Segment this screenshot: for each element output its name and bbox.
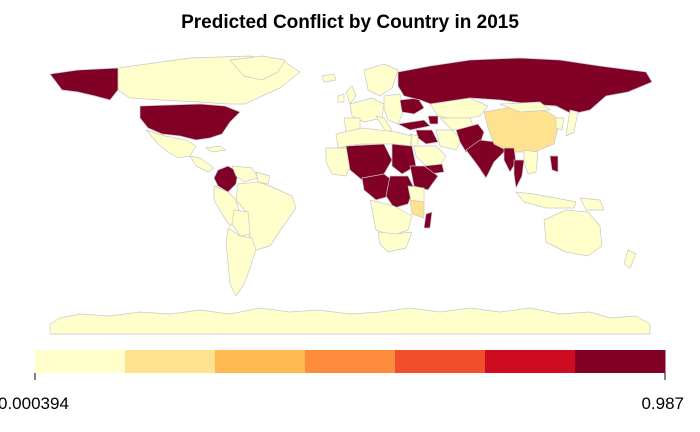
legend-swatch-4 — [305, 350, 396, 373]
region-argentina-chile — [225, 227, 257, 297]
region-horn-of-africa — [409, 165, 439, 191]
legend-swatch-5 — [395, 350, 486, 373]
region-dr-congo — [385, 175, 415, 209]
region-korea — [555, 117, 565, 131]
region-new-zealand — [623, 249, 637, 269]
legend-color-bar — [35, 350, 666, 373]
region-cuba — [205, 145, 227, 153]
map-title: Predicted Conflict by Country in 2015 — [181, 12, 519, 33]
region-indonesia — [515, 191, 577, 209]
region-colombia — [213, 165, 239, 193]
region-southern-africa — [369, 199, 413, 237]
region-alaska — [49, 67, 119, 101]
legend-swatch-6 — [485, 350, 576, 373]
region-saudi-arabia — [413, 145, 447, 167]
region-myanmar — [503, 147, 517, 173]
region-united-states — [139, 103, 241, 141]
region-caucasus — [427, 115, 439, 125]
region-guiana — [255, 171, 271, 185]
region-italy — [375, 115, 393, 133]
legend-swatch-1 — [35, 350, 126, 373]
region-turkey — [397, 119, 431, 131]
region-indochina — [523, 149, 539, 175]
region-south-africa — [377, 231, 413, 253]
legend-swatch-3 — [215, 350, 306, 373]
region-japan — [565, 109, 579, 137]
legend-min-label: 0.000394 — [0, 394, 69, 413]
region-greenland — [229, 55, 286, 81]
region-ireland — [337, 93, 345, 103]
region-mongolia — [499, 101, 551, 113]
region-antarctica — [49, 307, 651, 335]
region-iceland — [321, 73, 337, 83]
region-tanzania — [409, 199, 425, 219]
region-iraq-syria — [415, 129, 439, 145]
region-venezuela — [231, 165, 259, 183]
region-eastern-europe — [383, 93, 405, 125]
region-india — [465, 139, 507, 179]
region-uk — [345, 85, 357, 105]
region-philippines — [549, 155, 559, 173]
region-iran — [435, 129, 463, 151]
region-bolivia-paraguay — [231, 209, 251, 237]
legend — [34, 350, 666, 380]
region-new-guinea — [579, 197, 605, 211]
region-brazil — [235, 181, 297, 251]
legend-swatch-7 — [575, 350, 666, 373]
legend-max-label: 0.987 — [641, 394, 684, 413]
legend-swatch-2 — [125, 350, 216, 373]
region-madagascar — [423, 211, 433, 229]
region-central-america — [189, 155, 215, 173]
region-thailand — [513, 159, 525, 189]
region-kazakhstan — [429, 97, 489, 121]
region-australia — [543, 209, 603, 257]
region-scandinavia — [363, 63, 399, 97]
